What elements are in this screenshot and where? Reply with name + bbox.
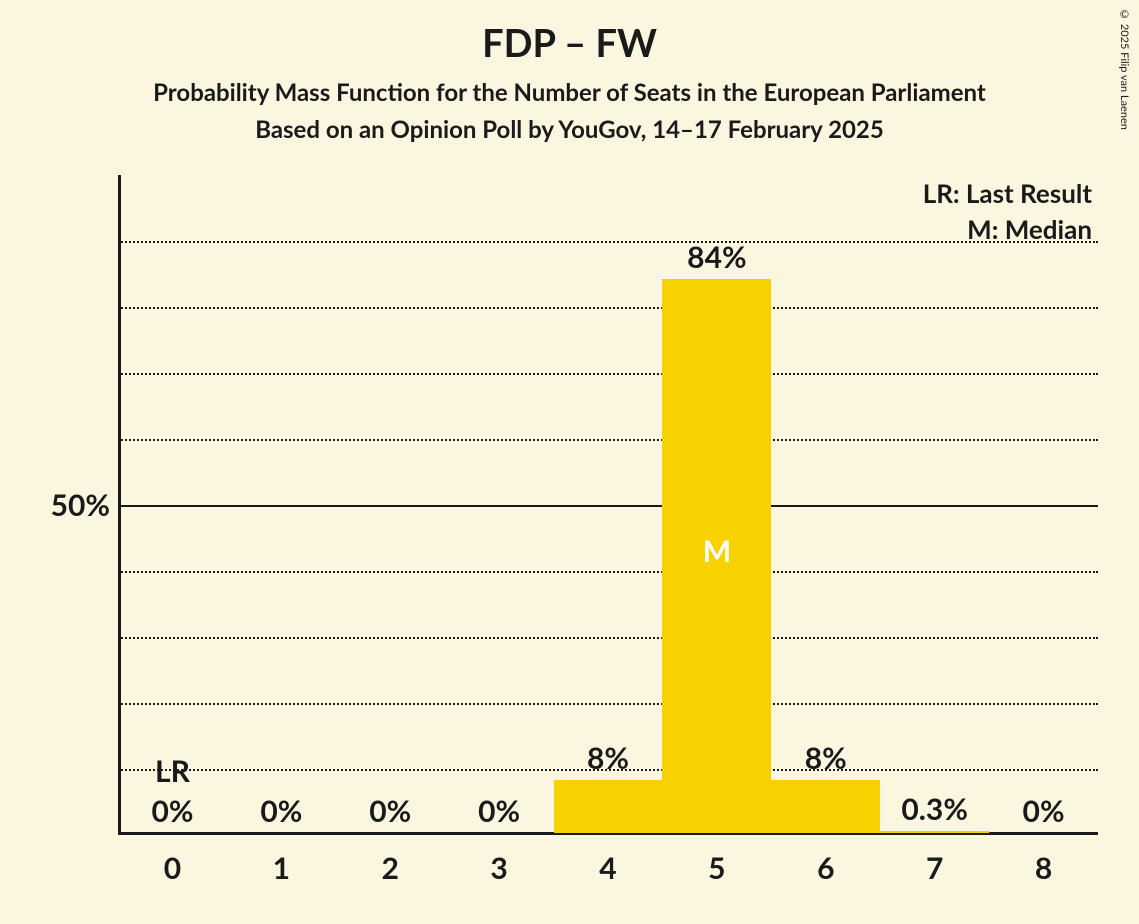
bar-value-label-5: 84%: [687, 239, 746, 275]
bar-value-label-3: 0%: [478, 793, 520, 829]
bar-value-label-1: 0%: [260, 793, 302, 829]
x-tick-label-5: 5: [708, 850, 725, 886]
chart-title: FDP – FW: [0, 20, 1139, 66]
bar-value-label-0: 0%: [151, 793, 193, 829]
x-tick-label-7: 7: [926, 850, 943, 886]
median-marker: M: [703, 533, 731, 569]
x-tick-label-2: 2: [382, 850, 399, 886]
copyright-text: © 2025 Filip van Laenen: [1118, 8, 1131, 130]
x-tick-label-6: 6: [817, 850, 834, 886]
bar-value-label-8: 0%: [1023, 793, 1065, 829]
gridline-60: [118, 439, 1098, 441]
legend-lr: LR: Last Result: [923, 177, 1092, 209]
x-tick-label-8: 8: [1035, 850, 1052, 886]
lr-marker: LR: [155, 753, 190, 789]
chart-container: LR: Last Result M: Median 0%0LR0%10%20%3…: [30, 175, 1110, 895]
chart-subtitle-1: Probability Mass Function for the Number…: [0, 78, 1139, 107]
bar-4: [554, 780, 663, 833]
gridline-80: [118, 307, 1098, 309]
bar-6: [771, 780, 880, 833]
chart-subtitle-2: Based on an Opinion Poll by YouGov, 14–1…: [0, 115, 1139, 144]
y-axis-label-50: 50%: [30, 487, 110, 523]
bar-value-label-2: 0%: [369, 793, 411, 829]
x-tick-label-4: 4: [599, 850, 616, 886]
x-tick-label-1: 1: [273, 850, 290, 886]
gridline-50: [118, 505, 1098, 507]
gridline-20: [118, 703, 1098, 705]
bar-value-label-4: 8%: [587, 740, 629, 776]
bar-value-label-7: 0.3%: [901, 791, 968, 827]
x-tick-label-3: 3: [490, 850, 507, 886]
gridline-30: [118, 637, 1098, 639]
bar-value-label-6: 8%: [805, 740, 847, 776]
title-block: FDP – FW Probability Mass Function for t…: [0, 0, 1139, 144]
plot-area: LR: Last Result M: Median 0%0LR0%10%20%3…: [118, 175, 1098, 835]
bar-7: [880, 831, 989, 833]
gridline-90: [118, 241, 1098, 243]
gridline-70: [118, 373, 1098, 375]
x-tick-label-0: 0: [164, 850, 181, 886]
gridline-40: [118, 571, 1098, 573]
